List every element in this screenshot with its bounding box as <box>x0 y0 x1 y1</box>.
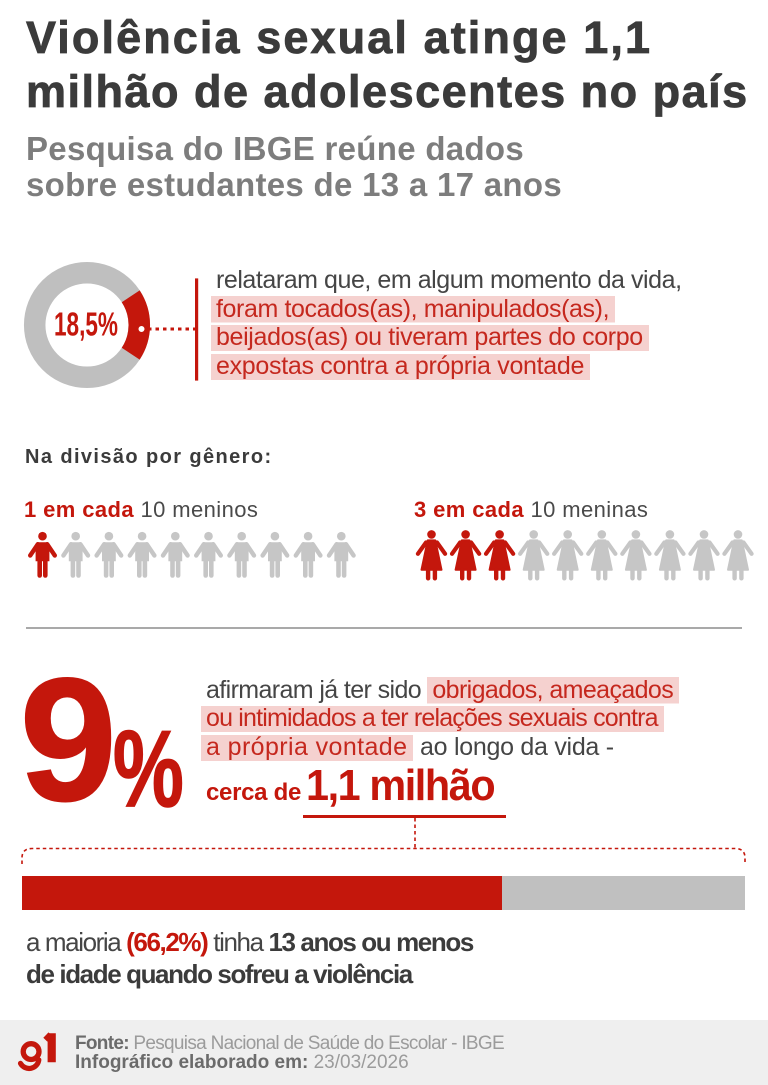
svg-text:18,5%: 18,5% <box>54 305 118 342</box>
